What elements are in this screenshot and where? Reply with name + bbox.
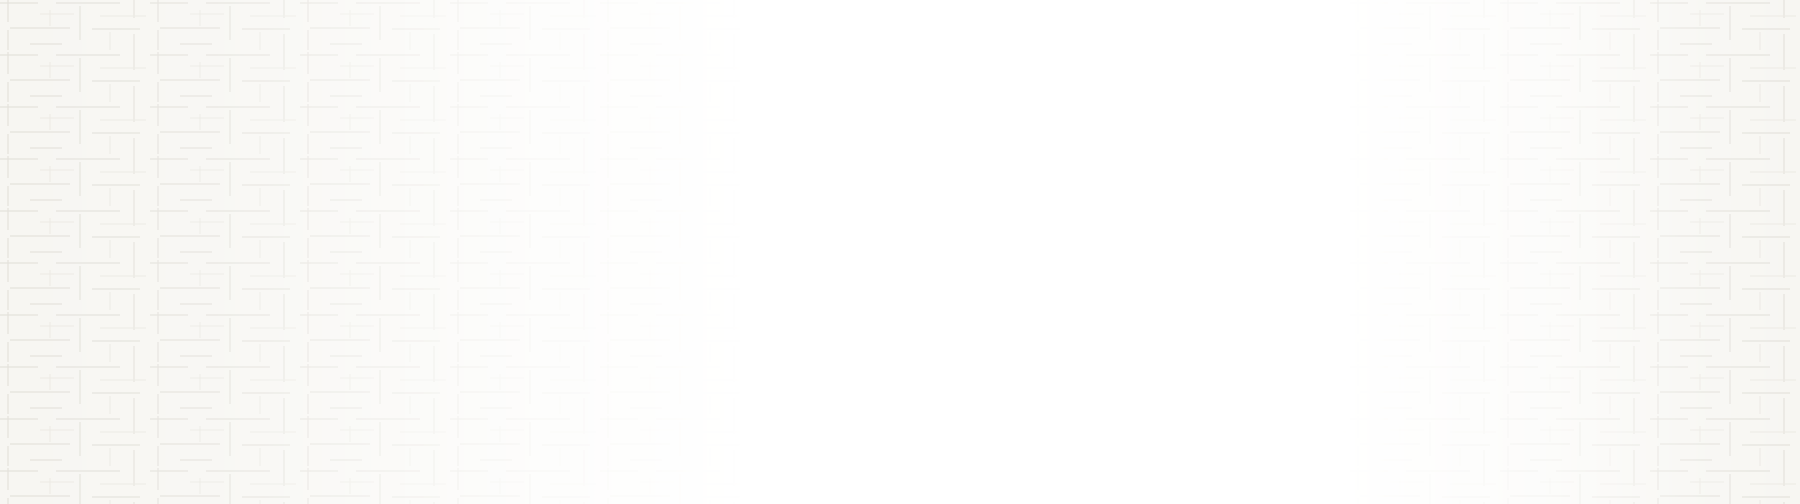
linen-texture xyxy=(0,0,1800,504)
page: (() => { const data = JSON.parse(documen… xyxy=(0,0,1800,504)
textured-background xyxy=(0,0,1800,504)
